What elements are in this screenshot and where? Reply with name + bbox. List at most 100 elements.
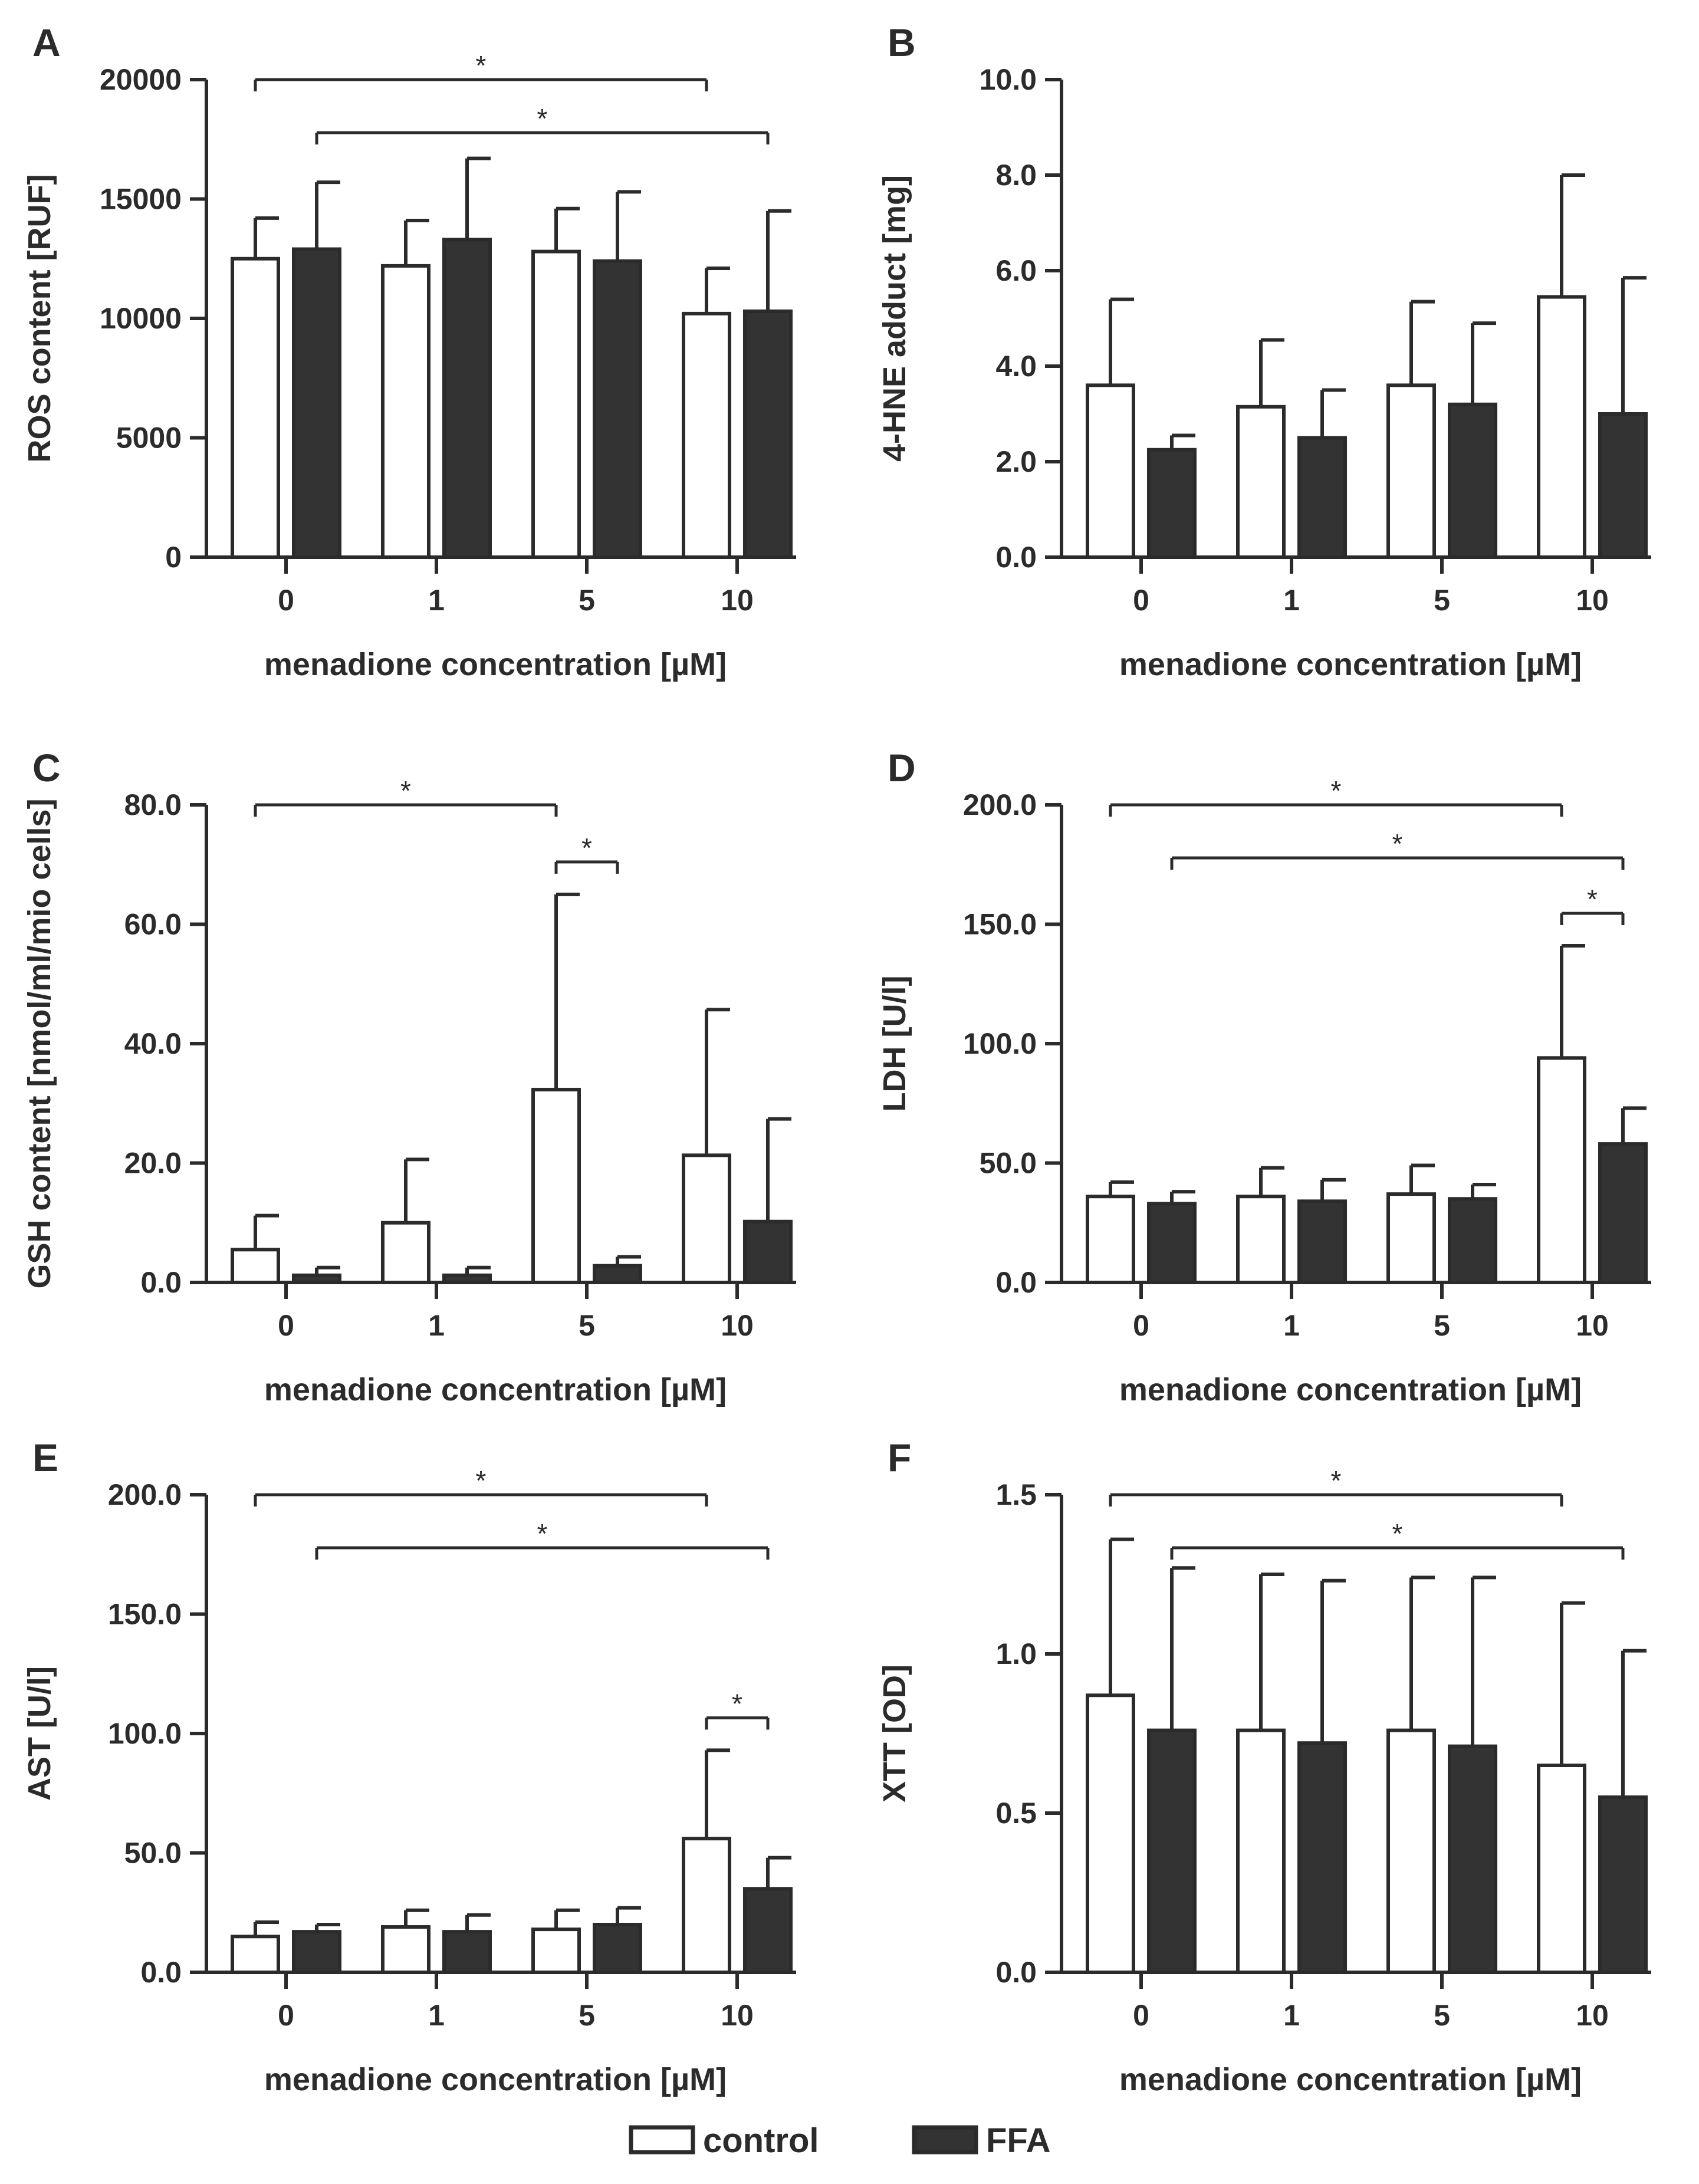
panel-letter-f: F bbox=[888, 1436, 911, 1479]
x-tick-label-f-3: 10 bbox=[1576, 1999, 1609, 2032]
panel-letter-a: A bbox=[32, 21, 61, 64]
bar-c-ffa-3 bbox=[743, 1219, 793, 1285]
bar-b-ffa-3 bbox=[1598, 412, 1648, 559]
x-axis-title-b: menadione concentration [µM] bbox=[1119, 647, 1582, 682]
x-axis-title-a: menadione concentration [µM] bbox=[264, 647, 727, 682]
bar-e-ffa-1 bbox=[442, 1930, 492, 1974]
bar-b-control-1 bbox=[1236, 404, 1286, 559]
y-axis-title-b: 4-HNE adduct [mg] bbox=[877, 175, 912, 462]
bar-a-control-0 bbox=[231, 256, 280, 559]
x-tick-label-a-3: 10 bbox=[721, 584, 754, 617]
bar-c-ffa-1 bbox=[442, 1273, 492, 1285]
panel-f: F XTT [OD] menadione concentration [µM] 0.0… bbox=[877, 1436, 1651, 2097]
bar-b-ffa-1 bbox=[1297, 436, 1347, 559]
bar-d-control-1 bbox=[1236, 1195, 1286, 1284]
bar-c-ffa-2 bbox=[593, 1264, 642, 1284]
x-tick-label-d-0: 0 bbox=[1133, 1309, 1149, 1342]
x-axis-title-c: menadione concentration [µM] bbox=[264, 1372, 727, 1407]
y-tick-label-a-2: 10000 bbox=[100, 302, 182, 335]
bar-a-ffa-2 bbox=[593, 259, 642, 559]
bar-e-ffa-3 bbox=[743, 1887, 793, 1974]
sig-star-a-0: * bbox=[476, 50, 487, 81]
bar-f-ffa-3 bbox=[1598, 1795, 1648, 1974]
bar-f-control-1 bbox=[1236, 1728, 1286, 1975]
significance-a-0: * bbox=[254, 50, 708, 91]
x-tick-label-f-2: 5 bbox=[1434, 1999, 1450, 2032]
x-tick-label-f-0: 0 bbox=[1133, 1999, 1149, 2032]
x-tick-label-d-3: 10 bbox=[1576, 1309, 1609, 1342]
significance-d-2: * bbox=[1560, 884, 1625, 925]
legend: control FFA bbox=[629, 2121, 1051, 2160]
y-tick-label-e-3: 150.0 bbox=[108, 1598, 182, 1631]
sig-star-d-0: * bbox=[1331, 775, 1342, 806]
x-axis-title-e: menadione concentration [µM] bbox=[264, 2062, 727, 2097]
y-tick-label-d-2: 100.0 bbox=[963, 1027, 1037, 1060]
y-axis-title-e: AST [U/l] bbox=[22, 1666, 57, 1801]
x-tick-label-c-1: 1 bbox=[428, 1309, 445, 1342]
bar-d-control-2 bbox=[1386, 1192, 1436, 1285]
y-tick-label-d-1: 50.0 bbox=[980, 1147, 1037, 1180]
sig-star-a-1: * bbox=[537, 103, 548, 134]
x-tick-label-a-0: 0 bbox=[278, 584, 294, 617]
bar-f-control-2 bbox=[1386, 1728, 1436, 1975]
y-tick-label-c-3: 60.0 bbox=[124, 908, 182, 941]
y-tick-label-b-2: 4.0 bbox=[995, 350, 1037, 383]
y-tick-label-b-5: 10.0 bbox=[980, 63, 1037, 96]
bar-f-control-0 bbox=[1086, 1693, 1135, 1974]
bar-d-ffa-0 bbox=[1147, 1202, 1197, 1284]
x-axis-title-d: menadione concentration [µM] bbox=[1119, 1372, 1582, 1407]
bar-a-ffa-0 bbox=[292, 247, 341, 559]
sig-star-f-0: * bbox=[1331, 1465, 1342, 1496]
bar-c-control-0 bbox=[231, 1248, 280, 1284]
y-tick-label-d-3: 150.0 bbox=[963, 908, 1037, 941]
bar-f-control-3 bbox=[1537, 1764, 1586, 1974]
bar-e-ffa-2 bbox=[593, 1923, 642, 1974]
significance-c-1: * bbox=[554, 833, 619, 874]
y-tick-label-f-0: 0.0 bbox=[995, 1956, 1037, 1989]
bar-c-control-2 bbox=[531, 1087, 581, 1285]
legend-control-label: control bbox=[703, 2121, 819, 2160]
y-tick-label-a-3: 15000 bbox=[100, 183, 182, 216]
bar-e-control-2 bbox=[531, 1928, 581, 1975]
legend-ffa-label: FFA bbox=[986, 2121, 1051, 2160]
x-tick-label-c-3: 10 bbox=[721, 1309, 754, 1342]
y-tick-label-a-1: 5000 bbox=[116, 422, 182, 455]
significance-e-2: * bbox=[705, 1688, 770, 1730]
sig-star-c-1: * bbox=[581, 833, 592, 863]
bar-e-control-1 bbox=[381, 1925, 430, 1975]
sig-star-f-1: * bbox=[1392, 1518, 1403, 1549]
bar-d-control-0 bbox=[1086, 1195, 1135, 1284]
y-tick-label-b-4: 8.0 bbox=[995, 159, 1037, 192]
significance-c-0: * bbox=[254, 775, 558, 817]
x-axis-title-f: menadione concentration [µM] bbox=[1119, 2062, 1582, 2097]
significance-f-0: * bbox=[1109, 1465, 1563, 1507]
bar-a-ffa-1 bbox=[442, 238, 492, 560]
y-axis-title-d: LDH [U/l] bbox=[877, 976, 912, 1112]
panel-letter-b: B bbox=[888, 21, 916, 64]
bar-f-ffa-0 bbox=[1147, 1728, 1197, 1975]
bar-c-ffa-0 bbox=[292, 1273, 341, 1285]
x-tick-label-c-0: 0 bbox=[278, 1309, 294, 1342]
y-tick-label-e-1: 50.0 bbox=[124, 1837, 182, 1870]
significance-d-1: * bbox=[1170, 828, 1625, 870]
significance-e-0: * bbox=[254, 1465, 708, 1507]
bar-b-control-3 bbox=[1537, 295, 1586, 559]
panel-b: B 4-HNE adduct [mg] menadione concentratio… bbox=[877, 21, 1651, 682]
significance-f-1: * bbox=[1170, 1518, 1625, 1560]
bar-d-control-3 bbox=[1537, 1056, 1586, 1285]
x-tick-label-e-2: 5 bbox=[579, 1999, 595, 2032]
x-tick-label-e-0: 0 bbox=[278, 1999, 294, 2032]
y-tick-label-f-1: 0.5 bbox=[995, 1797, 1037, 1830]
x-tick-label-f-1: 1 bbox=[1283, 1999, 1300, 2032]
x-tick-label-a-1: 1 bbox=[428, 584, 445, 617]
x-tick-label-b-1: 1 bbox=[1283, 584, 1300, 617]
panel-letter-e: E bbox=[32, 1436, 58, 1479]
y-tick-label-f-3: 1.5 bbox=[995, 1478, 1037, 1511]
bar-e-control-0 bbox=[231, 1935, 280, 1974]
y-axis-title-f: XTT [OD] bbox=[877, 1665, 912, 1803]
bar-d-ffa-2 bbox=[1448, 1197, 1497, 1284]
x-tick-label-d-2: 5 bbox=[1434, 1309, 1450, 1342]
y-tick-label-e-2: 100.0 bbox=[108, 1717, 182, 1750]
panel-a: A ROS content [RUF] menadione concentratio… bbox=[22, 21, 796, 682]
